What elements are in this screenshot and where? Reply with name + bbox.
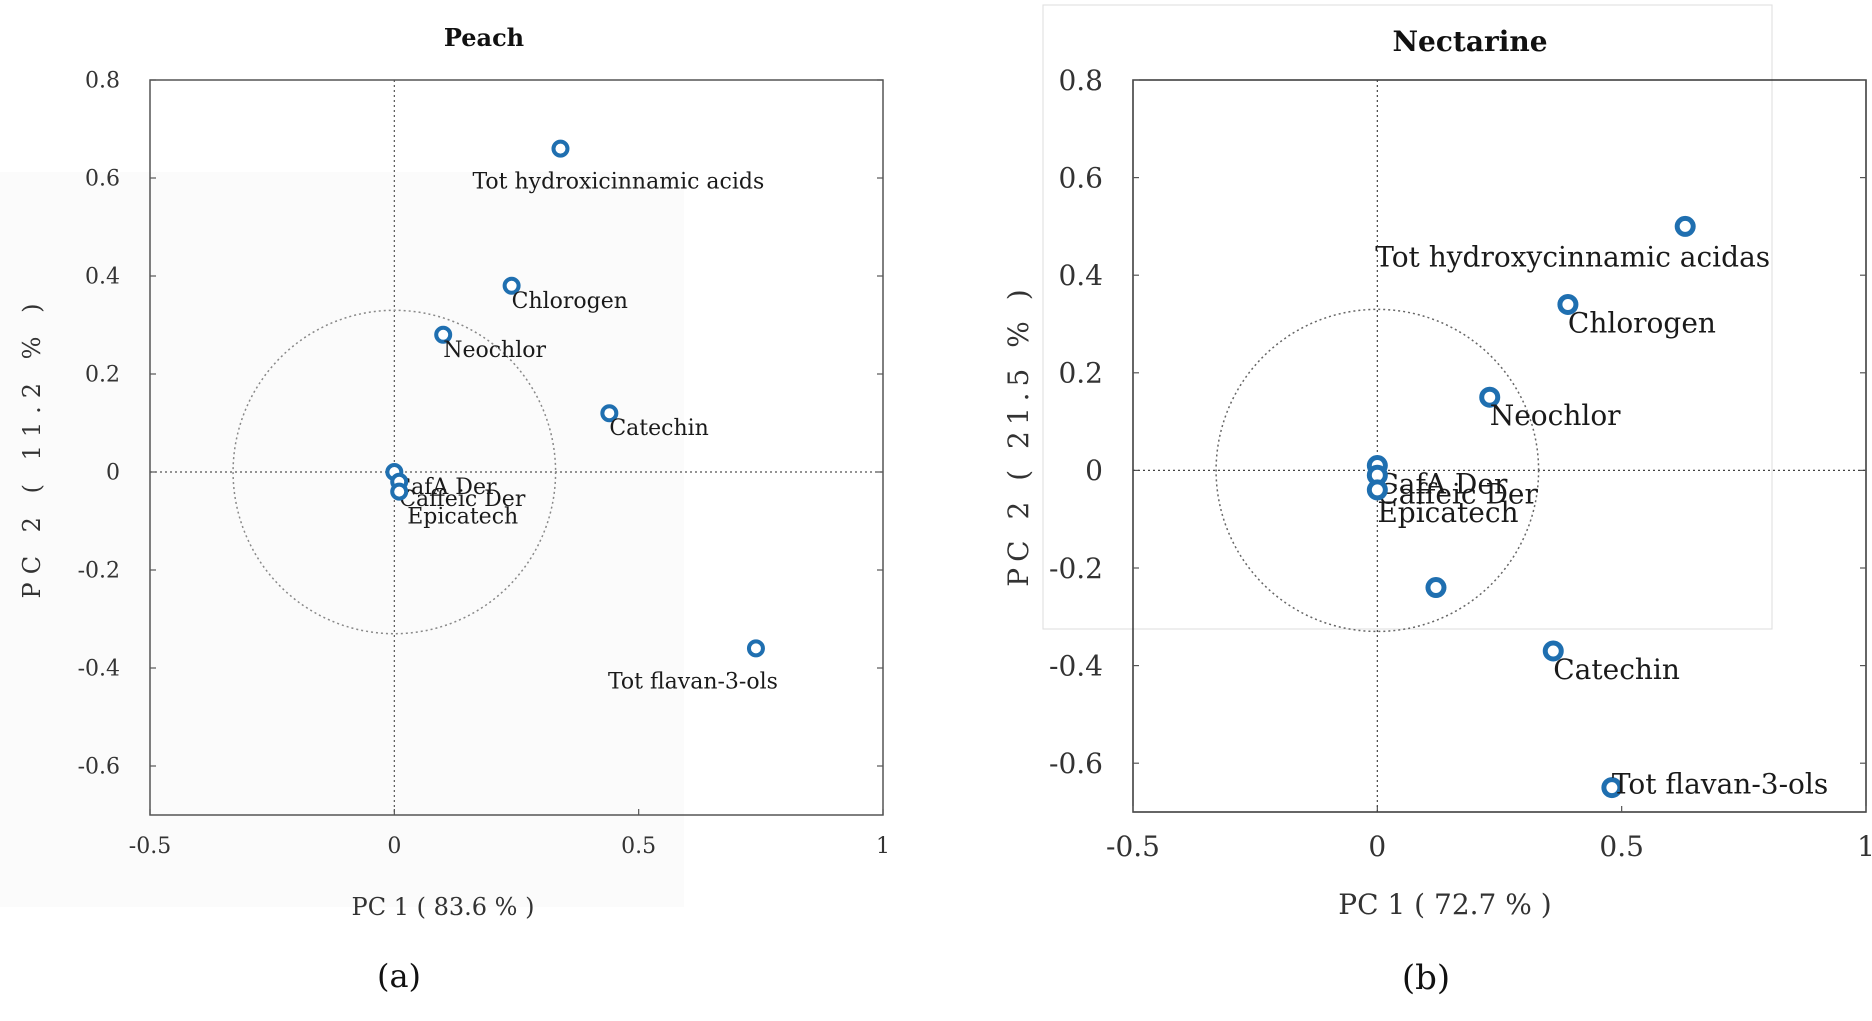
data-point-label: Catechin [609,416,709,441]
x-tick-label: -0.5 [129,834,171,859]
x-tick-label: 0.5 [621,834,656,859]
plot-frame [149,79,884,816]
data-points: Tot hydroxicinnamic acids Chlorogen Neochl… [385,139,778,694]
data-point-label: Neochlor [443,338,546,363]
y-tick-label: 0 [1085,454,1103,487]
y-tick-label: 0.6 [1058,161,1103,194]
data-point-marker [502,276,521,295]
y-axis-label: PC 2 ( 11.2 % ) [18,296,46,599]
x-tick-label: 1 [1857,830,1872,863]
data-point-marker [390,482,409,501]
data-point-marker [1674,215,1696,237]
x-axis-label: PC 1 ( 83.6 % ) [352,893,535,921]
data-point-label: Epicatech [1377,496,1518,529]
x-ticks: -0.5 0 0.5 1 [129,809,890,859]
chart-panel-peach: Peach -0.5 0 0.5 1 0.8 0.6 0.4 0.2 0 -0.2 -0.4 -0.… [18,23,890,995]
y-tick-label: -0.4 [78,657,120,682]
x-tick-label: 0 [1368,830,1386,863]
data-point-marker [1601,777,1623,799]
data-point-marker [746,639,765,658]
data-point-marker [1479,386,1501,408]
panel-label: (b) [1402,958,1450,998]
data-point-marker [1425,577,1447,599]
data-point-marker [434,325,453,344]
data-point-label: Caffeic Der [399,487,526,512]
chart-title: Peach [444,23,524,52]
y-tick-label: -0.6 [1049,747,1103,780]
data-point-label: Chlorogen [1568,306,1716,339]
y-axis-label: PC 2 ( 21.5 % ) [1002,283,1035,586]
chart-title: Nectarine [1392,25,1547,58]
data-point-marker [551,139,570,158]
y-tick-label: 0.2 [1058,357,1103,390]
data-point-label: Tot flavan-3-ols [608,669,778,694]
panel-label: (a) [377,957,421,995]
x-axis-label: PC 1 ( 72.7 % ) [1338,888,1551,921]
data-point-label: Catechin [1553,653,1680,686]
y-tick-label: 0.8 [1058,64,1103,97]
x-ticks: -0.5 0 0.5 1 [1106,806,1872,863]
data-point-label: Tot flavan-3-ols [1612,768,1828,801]
y-tick-label: -0.6 [78,755,120,780]
x-tick-label: 0.5 [1599,830,1644,863]
y-tick-label: 0.6 [85,167,120,192]
y-tick-label: 0.4 [85,265,120,290]
y-tick-label: -0.2 [1049,552,1103,585]
y-tick-label: -0.4 [1049,649,1103,682]
y-ticks: 0.8 0.6 0.4 0.2 0 -0.2 -0.4 -0.6 [78,69,883,780]
y-tick-label: 0.2 [85,363,120,388]
y-tick-label: 0.8 [85,69,120,94]
data-point-label: Tot hydroxycinnamic acidas [1375,240,1770,273]
plot-frame [1132,79,1867,813]
y-tick-label: 0 [106,461,120,486]
data-point-label: CafA Der [394,475,497,500]
chart-panel-nectarine: Nectarine -0.5 0 0.5 1 0.8 0.6 0.4 0.2 0 -0.2 -0.… [1002,25,1872,998]
x-tick-label: -0.5 [1106,830,1160,863]
data-point-marker [1557,293,1579,315]
data-points: Tot hydroxycinnamic acidas Chlorogen Neoch… [1366,215,1828,801]
x-tick-label: 1 [876,834,890,859]
data-point-label: CafA Der [1377,468,1508,501]
data-point-label: Caffeic Der [1377,477,1538,510]
scan-artifact-left [0,172,684,907]
y-ticks: 0.8 0.6 0.4 0.2 0 -0.2 -0.4 -0.6 [1049,64,1866,780]
x-tick-label: 0 [387,834,401,859]
y-tick-label: 0.4 [1058,259,1103,292]
data-point-label: Epicatech [407,505,518,530]
correlation-circle [1215,308,1540,633]
data-point-marker [1366,479,1388,501]
data-point-marker [1542,640,1564,662]
data-point-marker [600,404,619,423]
data-point-label: Neochlor [1490,399,1621,432]
data-point-label: Tot hydroxicinnamic acids [472,170,764,195]
correlation-circle [232,309,557,635]
data-point-label: Chlorogen [512,289,628,314]
scan-artifact-right [1042,4,1773,630]
y-tick-label: -0.2 [78,559,120,584]
